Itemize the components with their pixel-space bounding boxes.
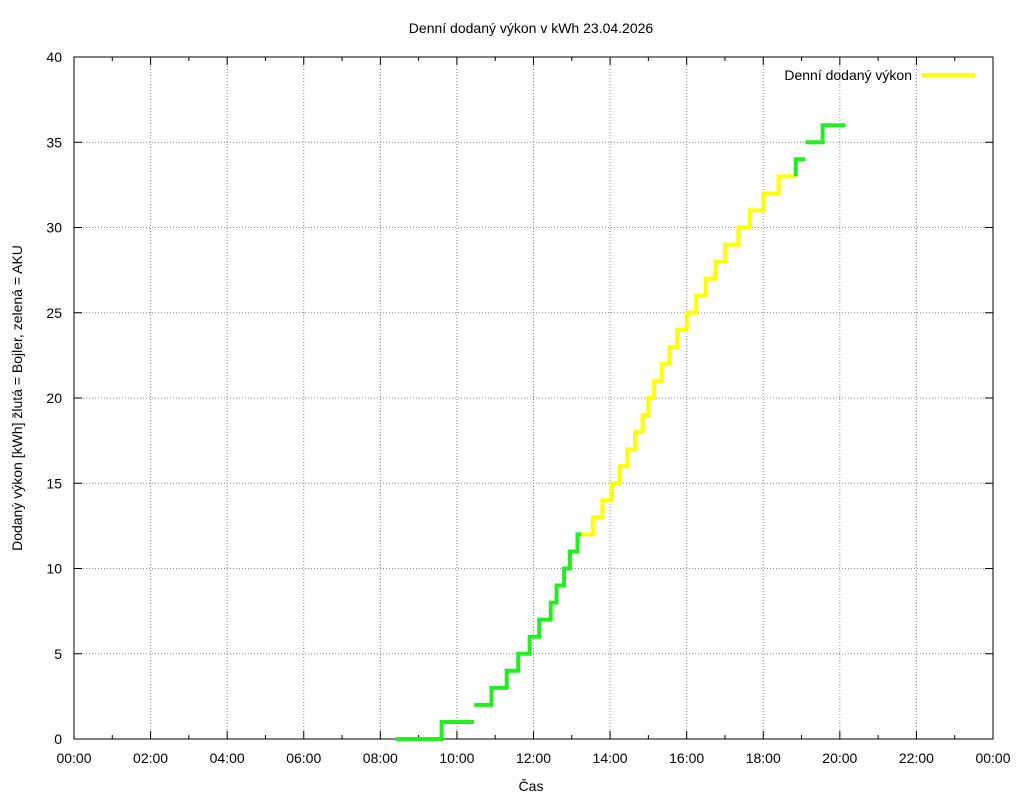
series-line-aku [474,532,582,707]
legend-label: Denní dodaný výkon [784,67,912,83]
y-tick-label: 35 [46,134,62,150]
x-axis-label: Čas [519,778,544,794]
y-tick-label: 15 [46,475,62,491]
x-tick-label: 02:00 [133,750,168,766]
y-tick-label: 0 [54,731,62,747]
x-tick-label: 14:00 [593,750,628,766]
x-tick-label: 18:00 [746,750,781,766]
x-tick-label: 08:00 [363,750,398,766]
y-tick-label: 30 [46,220,62,236]
chart-title: Denní dodaný výkon v kWh 23.04.2026 [409,20,654,36]
legend: Denní dodaný výkon [784,67,975,83]
x-tick-label: 20:00 [822,750,857,766]
series-line-aku [793,157,806,177]
grid-lines [74,57,993,739]
y-tick-label: 10 [46,561,62,577]
series-group [395,123,846,741]
x-tick-labels: 00:00 02:00 04:00 06:00 08:00 10:00 12:00 14:00… [56,750,1010,766]
series-line-aku [805,123,846,145]
y-axis-label: Dodaný výkon [kWh] žlutá = Bojler, zelen… [9,245,25,551]
y-tick-label: 25 [46,305,62,321]
x-tick-label: 16:00 [669,750,704,766]
x-tick-label: 00:00 [975,750,1010,766]
x-tick-label: 12:00 [516,750,551,766]
series-line-boiler [581,174,796,537]
x-tick-label: 00:00 [56,750,91,766]
x-tick-label: 22:00 [899,750,934,766]
x-tick-label: 10:00 [439,750,474,766]
y-tick-label: 20 [46,390,62,406]
x-tick-label: 06:00 [286,750,321,766]
x-tick-label: 04:00 [210,750,245,766]
y-tick-label: 40 [46,49,62,65]
axis-ticks [73,56,994,740]
y-tick-labels: 0 5 10 15 20 25 30 35 40 [46,49,62,747]
series-line-aku [395,720,475,741]
y-tick-label: 5 [54,646,62,662]
